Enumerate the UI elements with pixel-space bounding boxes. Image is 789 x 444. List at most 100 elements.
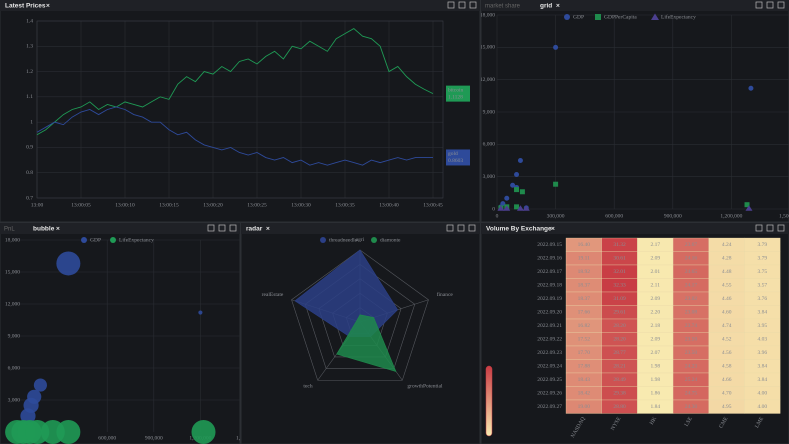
window-icon[interactable]: [207, 224, 215, 232]
radar-axis-label: realEstate: [262, 292, 284, 298]
cell-label: 2.11: [651, 283, 661, 289]
row-label: 2022.09.19: [537, 296, 562, 302]
cell-label: 18.37: [578, 296, 591, 302]
end-label-box: [446, 149, 470, 166]
legend-swatch: [110, 237, 116, 243]
bubble-chart: 3,000 6,000 9,000 12,000 15,000 18,000 600,000…: [5, 236, 258, 444]
y-tick-label: 15,000: [5, 269, 20, 275]
column-label: HK: [649, 416, 658, 426]
x-tick-label: 13:00:25: [247, 202, 267, 208]
cell-label: 19.00: [578, 404, 591, 410]
tab[interactable]: PnL: [4, 227, 15, 233]
cell-label: 2.09: [650, 337, 660, 343]
cell-label: 24.75: [685, 391, 698, 397]
cell-label: 4.46: [722, 296, 732, 302]
cell-label: 4.95: [722, 404, 732, 410]
y-tick-label: 6,000: [483, 142, 496, 148]
y-tick-label: 12,000: [480, 77, 495, 83]
cell-label: 4.03: [758, 337, 768, 343]
window-icon[interactable]: [458, 1, 466, 9]
window-icon[interactable]: [766, 224, 774, 232]
cell-label: 18.43: [578, 377, 591, 383]
radar-ring: [291, 249, 429, 381]
point: [522, 205, 530, 211]
column-label: LSE: [684, 416, 694, 428]
y-tick-label: 18,000: [480, 12, 495, 18]
window-icon[interactable]: [218, 224, 226, 232]
row-label: 2022.09.26: [537, 391, 562, 397]
legend-swatch: [651, 13, 659, 20]
row-label: 2022.09.23: [537, 350, 562, 356]
radar-chart: agri finance growthPotential tech realEstate…: [262, 237, 453, 389]
close-icon[interactable]: ×: [46, 3, 50, 10]
cell-label: 24.23: [685, 364, 698, 370]
legend-label: diamonte: [380, 237, 401, 243]
cell-label: 4.52: [722, 337, 732, 343]
y-tick-label: 3,000: [483, 174, 496, 180]
row-label: 2022.09.18: [537, 283, 562, 289]
point: [504, 195, 510, 201]
cell-label: 32.01: [613, 269, 626, 275]
window-icon[interactable]: [446, 224, 454, 232]
row-label: 2022.09.21: [537, 323, 562, 329]
window-icon[interactable]: [755, 224, 763, 232]
window-icon[interactable]: [469, 1, 477, 9]
y-tick-label: 3,000: [8, 397, 21, 403]
panel-title: Latest Prices: [5, 3, 46, 10]
heatmap: 2022.09.15 16.40 31.32 2.17 23.67 4.24 3.79 202…: [485, 237, 781, 439]
cell-label: 4.74: [722, 323, 732, 329]
point: [553, 181, 559, 187]
cell-label: 17.66: [578, 310, 591, 316]
point: [745, 205, 753, 211]
window-icon[interactable]: [777, 1, 785, 9]
radar-area: [336, 314, 397, 372]
cell-label: 28.80: [613, 404, 626, 410]
x-tick-label: 1,500,000: [236, 435, 258, 441]
cell-label: 3.75: [758, 269, 768, 275]
cell-label: 32.33: [613, 283, 626, 289]
row-label: 2022.09.25: [537, 377, 562, 383]
y-tick-label: 6,000: [8, 365, 21, 371]
row-label: 2022.09.17: [537, 269, 562, 275]
cell-label: 1.86: [650, 391, 660, 397]
cell-label: 3.84: [758, 310, 768, 316]
window-icon[interactable]: [766, 1, 774, 9]
window-icon[interactable]: [777, 224, 785, 232]
y-tick-label: 1.3: [26, 44, 33, 50]
cell-label: 4.55: [722, 283, 732, 289]
point: [517, 158, 523, 163]
cell-label: 28.20: [613, 337, 626, 343]
legend-label: GDPPerCapita: [604, 14, 637, 20]
close-icon[interactable]: ×: [266, 226, 270, 233]
window-icon[interactable]: [447, 1, 455, 9]
cell-label: 24.30: [685, 404, 698, 410]
cell-label: 2.01: [650, 269, 660, 275]
cell-label: 23.02: [685, 296, 698, 302]
close-icon[interactable]: ×: [551, 226, 555, 233]
cell-label: 29.61: [613, 310, 626, 316]
tab[interactable]: grid: [540, 3, 552, 10]
end-label-name: gold: [448, 151, 458, 157]
point: [519, 189, 525, 195]
cell-label: 2.20: [650, 310, 660, 316]
bubble: [56, 420, 81, 444]
cell-label: 4.48: [722, 269, 732, 275]
legend-swatch: [595, 14, 601, 20]
close-icon[interactable]: ×: [556, 3, 560, 10]
tab[interactable]: market share: [485, 4, 521, 10]
column-label: LME: [754, 416, 765, 430]
cell-label: 23.67: [685, 242, 698, 248]
point: [516, 205, 524, 211]
cell-label: 17.88: [578, 364, 591, 370]
x-tick-label: 13:00:35: [335, 202, 355, 208]
x-tick-label: 1,200,000: [720, 213, 742, 219]
y-tick-label: 1.2: [26, 69, 33, 75]
panel-title: radar: [246, 226, 263, 233]
tab[interactable]: bubble: [33, 226, 55, 233]
close-icon[interactable]: ×: [56, 226, 60, 233]
window-icon[interactable]: [229, 224, 237, 232]
window-icon[interactable]: [755, 1, 763, 9]
window-icon[interactable]: [468, 224, 476, 232]
window-icon[interactable]: [457, 224, 465, 232]
